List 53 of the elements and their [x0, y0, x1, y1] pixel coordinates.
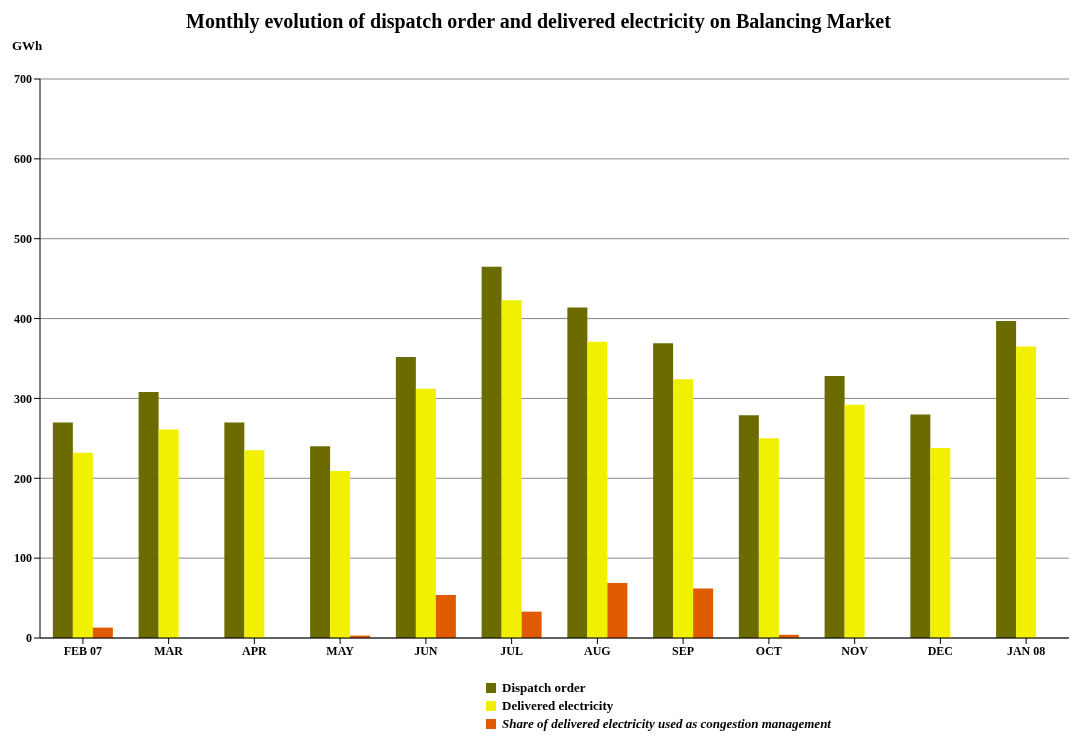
bar: [673, 379, 694, 638]
x-tick-label: APR: [242, 643, 268, 658]
x-tick-label: NOV: [841, 643, 869, 658]
y-tick-label: 700: [14, 72, 32, 87]
bar: [567, 307, 588, 638]
y-tick-label: 200: [14, 471, 32, 486]
bar: [415, 388, 436, 638]
legend-label: Delivered electricity: [502, 698, 614, 714]
bar: [1016, 346, 1037, 638]
chart-title: Monthly evolution of dispatch order and delivered electricity on Balancing Market: [185, 10, 892, 33]
bar: [158, 429, 179, 638]
bar: [138, 392, 159, 638]
y-axis-title: GWh: [12, 38, 43, 54]
bar: [501, 300, 522, 638]
bar: [310, 446, 331, 638]
bar: [395, 356, 416, 638]
y-tick-label: 300: [14, 391, 32, 406]
bar: [481, 266, 502, 638]
bar: [844, 404, 865, 638]
bar: [738, 415, 759, 638]
x-tick-label: AUG: [584, 643, 611, 658]
bar: [435, 594, 456, 638]
bar: [587, 341, 608, 638]
bar: [224, 422, 245, 638]
bar: [72, 452, 93, 638]
bar: [910, 414, 931, 638]
x-tick-label: JUN: [414, 643, 438, 658]
bar: [521, 611, 542, 638]
x-tick-label: FEB 07: [63, 643, 103, 658]
bar: [244, 450, 265, 638]
x-tick-label: MAR: [154, 643, 184, 658]
x-tick-label: JUL: [500, 643, 523, 658]
y-tick-label: 600: [14, 152, 32, 167]
bar: [824, 376, 845, 638]
x-tick-label: JAN 08: [1006, 643, 1046, 658]
y-tick-label: 0: [26, 631, 32, 646]
bar: [996, 320, 1017, 638]
bar: [607, 582, 628, 638]
x-tick-label: OCT: [755, 643, 782, 658]
bar: [52, 422, 73, 638]
x-tick-label: SEP: [672, 643, 695, 658]
y-tick-label: 100: [14, 551, 32, 566]
bar: [693, 588, 714, 638]
bar: [930, 447, 951, 638]
legend-label: Share of delivered electricity used as congestion management: [502, 716, 831, 732]
bar: [330, 471, 351, 638]
y-tick-label: 500: [14, 231, 32, 246]
bar: [758, 438, 779, 638]
y-tick-label: 400: [14, 311, 32, 326]
legend-label: Dispatch order: [502, 680, 586, 696]
bar: [653, 343, 674, 638]
x-tick-label: DEC: [927, 643, 954, 658]
x-tick-label: MAY: [326, 643, 355, 658]
